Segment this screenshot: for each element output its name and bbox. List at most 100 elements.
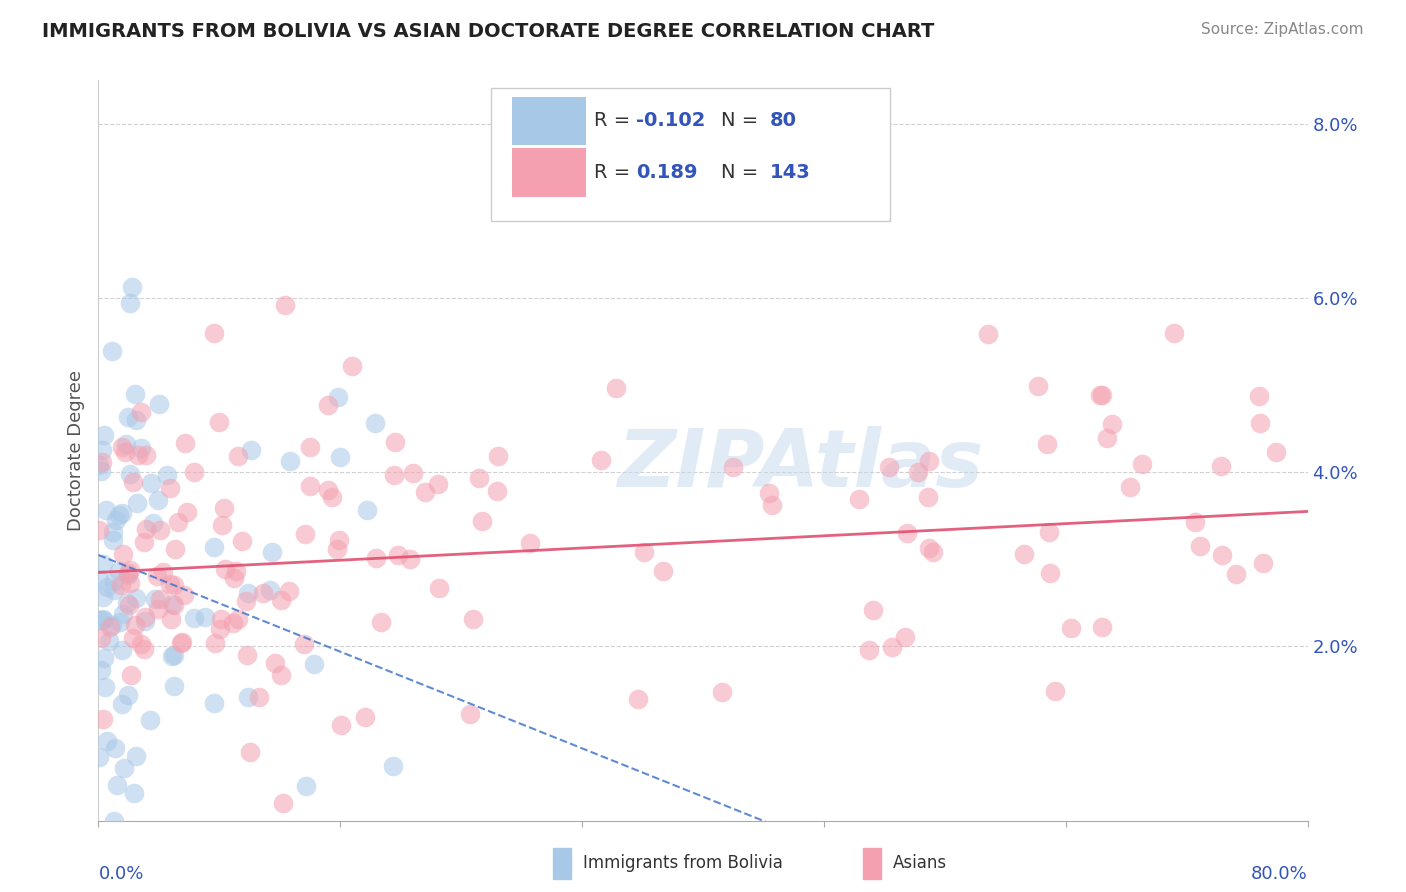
Point [91,590,114,604]
Point [121,280,143,294]
Point [152,566,174,580]
Point [353,710,375,724]
Point [90,455,112,469]
Point [710,685,733,699]
Text: R =: R = [595,163,643,182]
Point [194,610,217,624]
Point [170,636,193,650]
Point [468,471,491,485]
Point [160,612,183,626]
Point [162,648,184,663]
Point [173,588,195,602]
Point [894,630,917,644]
Point [387,548,409,562]
Point [93,650,115,665]
Point [1119,480,1142,494]
Point [1039,566,1062,580]
Point [101,525,124,540]
Point [651,564,673,578]
Point [471,514,494,528]
Point [1091,388,1114,402]
Point [115,596,138,610]
Point [270,667,292,681]
Point [148,524,170,538]
Point [209,622,232,636]
Point [111,643,134,657]
Point [1101,417,1123,431]
Point [485,483,508,498]
Point [294,527,316,541]
Point [90,631,112,645]
Point [129,441,152,455]
Point [104,740,127,755]
Point [108,615,131,630]
Point [110,577,132,591]
Point [183,611,205,625]
Point [117,568,139,582]
Point [127,448,149,462]
Point [104,513,127,527]
Point [461,612,484,626]
Point [519,535,541,549]
Point [259,582,281,597]
Point [108,508,131,522]
Point [214,562,236,576]
Point [1038,525,1060,540]
Point [96,503,118,517]
Point [329,450,352,465]
Point [415,484,437,499]
Text: Immigrants from Bolivia: Immigrants from Bolivia [583,855,783,872]
Point [1097,432,1119,446]
Point [222,571,245,585]
Text: 143: 143 [769,163,810,182]
Point [398,551,420,566]
Point [159,576,181,591]
Point [877,460,900,475]
Point [91,712,114,726]
Point [326,542,349,557]
Point [90,663,112,677]
Point [93,427,115,442]
Point [122,631,145,645]
FancyBboxPatch shape [512,96,586,145]
Point [370,615,392,629]
Point [87,523,110,537]
Point [146,602,169,616]
Point [486,449,509,463]
Point [316,399,339,413]
Point [118,563,141,577]
Point [236,648,259,662]
Point [117,410,139,425]
Point [91,442,114,457]
Point [135,522,157,536]
Point [111,607,134,621]
Point [1036,437,1059,451]
Point [118,598,141,612]
Point [328,533,350,547]
Point [124,387,146,401]
Point [382,468,405,483]
Point [340,359,363,373]
Point [111,548,134,562]
Point [125,748,148,763]
Point [173,436,195,450]
Point [235,594,257,608]
Point [1249,416,1271,430]
Point [1088,388,1111,402]
Point [758,485,780,500]
Point [364,551,387,566]
Point [239,442,262,457]
Point [107,778,129,792]
Point [125,591,148,606]
Point [427,582,450,596]
Point [1091,620,1114,634]
Point [101,618,124,632]
Point [117,566,139,580]
Point [880,640,903,654]
Point [236,586,259,600]
Point [1130,457,1153,471]
Point [101,533,124,548]
Point [167,515,190,529]
Point [163,598,186,612]
Point [721,460,744,475]
